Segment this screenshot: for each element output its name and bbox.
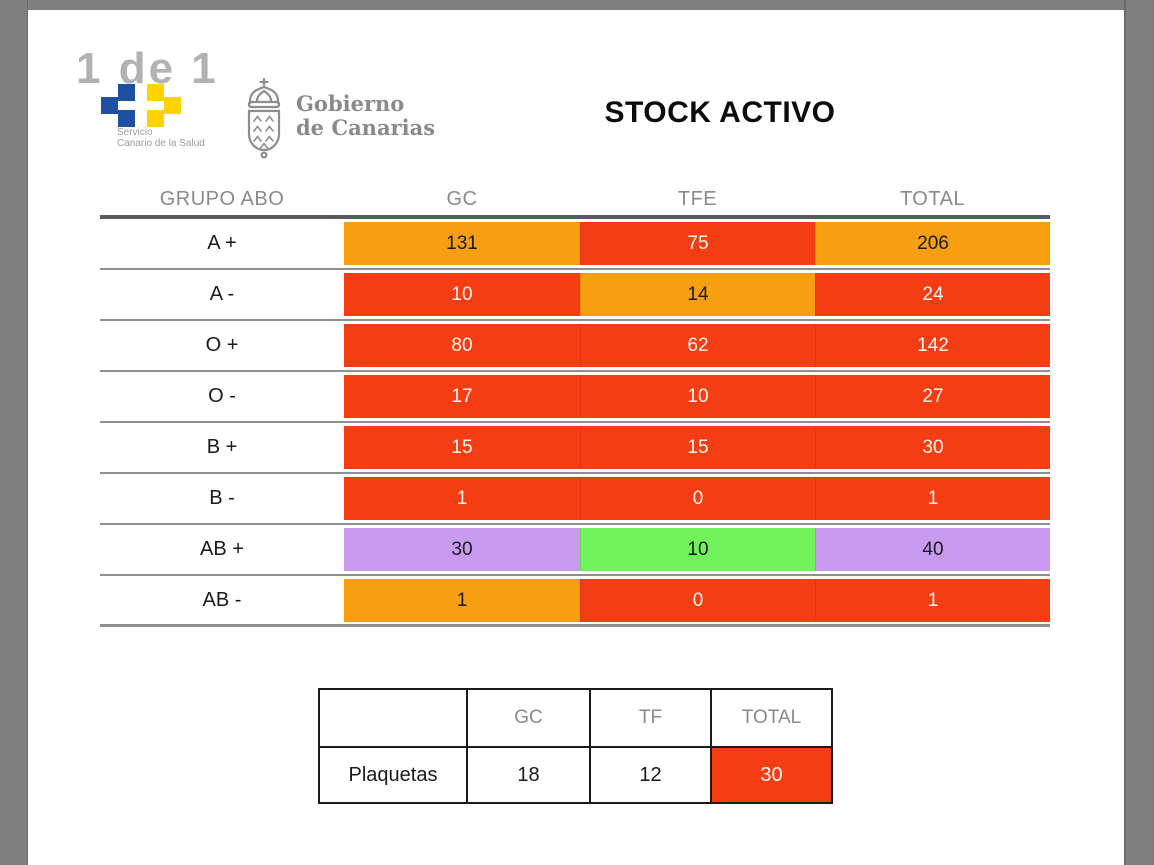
header-grupo-abo: GRUPO ABO	[159, 188, 285, 210]
cell-total: 142	[815, 324, 1050, 367]
cell-gc: 1	[344, 579, 580, 622]
row-label: A -	[209, 283, 235, 305]
cell-gc: 17	[344, 375, 580, 418]
row-label: AB -	[202, 588, 242, 611]
cell-tfe: 14	[580, 273, 815, 316]
gobierno-label-line1: Gobierno	[296, 91, 405, 116]
platelets-gc-value: 18	[466, 748, 589, 802]
platelets-header-total: TOTAL	[710, 690, 831, 746]
cell-gc: 30	[344, 528, 580, 571]
platelets-data-row: Plaquetas 18 12 30	[320, 746, 831, 802]
row-label: B -	[209, 487, 235, 509]
cell-total: 1	[815, 477, 1050, 520]
cell-gc: 15	[344, 426, 580, 469]
cell-tfe: 10	[580, 528, 815, 571]
scs-label-line1: Servicio	[117, 127, 153, 138]
platelets-header-tf: TF	[589, 690, 710, 746]
cell-gc: 80	[344, 324, 580, 367]
cell-total: 40	[815, 528, 1050, 571]
table-row-ab-pos: AB + 30 10 40	[100, 525, 1050, 576]
header-gc: GC	[446, 188, 478, 210]
logo-square-blue	[118, 84, 135, 101]
platelets-table: GC TF TOTAL Plaquetas 18 12 30	[318, 688, 833, 804]
table-row-a-neg: A - 10 14 24	[100, 270, 1050, 321]
page-indicator: 1 de 1	[76, 44, 219, 93]
stock-table: GRUPO ABO GC TFE TOTAL A + 131 75 206 A …	[100, 184, 1050, 627]
platelets-header-row: GC TF TOTAL	[320, 690, 831, 746]
viewer-frame-left	[0, 0, 28, 865]
stock-table-header: GRUPO ABO GC TFE TOTAL	[100, 184, 1050, 219]
logo-square-yellow	[147, 110, 164, 127]
table-row-ab-neg: AB - 1 0 1	[100, 576, 1050, 627]
platelets-row-label: Plaquetas	[348, 763, 438, 786]
header-total: TOTAL	[899, 188, 966, 210]
logo-square-blue	[118, 110, 135, 127]
cell-gc: 131	[344, 222, 580, 265]
cell-gc: 1	[344, 477, 580, 520]
platelets-header-gc: GC	[466, 690, 589, 746]
gobierno-canarias-crest-icon	[236, 77, 292, 164]
platelets-header-empty	[320, 690, 466, 746]
table-row-b-neg: B - 1 0 1	[100, 474, 1050, 525]
servicio-canario-salud-logo-icon	[100, 84, 182, 128]
cell-tfe: 10	[580, 375, 815, 418]
logo-square-yellow	[164, 97, 181, 114]
cell-total: 24	[815, 273, 1050, 316]
gobierno-label-line2: de Canarias	[296, 115, 436, 140]
table-row-o-pos: O + 80 62 142	[100, 321, 1050, 372]
cell-tfe: 0	[580, 579, 815, 622]
header-tfe: TFE	[677, 188, 718, 210]
row-label: AB +	[200, 538, 244, 560]
cell-gc: 10	[344, 273, 580, 316]
row-label: O -	[208, 385, 236, 407]
cell-total: 30	[815, 426, 1050, 469]
cell-tfe: 62	[580, 324, 815, 367]
platelets-total-value: 30	[710, 748, 831, 802]
cell-total: 27	[815, 375, 1050, 418]
cell-tfe: 0	[580, 477, 815, 520]
row-label: B +	[206, 436, 238, 458]
gobierno-canarias-label: Gobierno de Canarias	[296, 92, 435, 140]
cell-tfe: 15	[580, 426, 815, 469]
row-label: O +	[205, 334, 239, 356]
cell-total: 206	[815, 222, 1050, 265]
page-title: STOCK ACTIVO	[604, 96, 836, 129]
table-row-b-pos: B + 15 15 30	[100, 423, 1050, 474]
logo-square-blue	[101, 97, 118, 114]
platelets-tf-value: 12	[589, 748, 710, 802]
scs-label-line2: Canario de la Salud	[117, 138, 205, 149]
logo-square-yellow	[147, 84, 164, 101]
table-row-a-pos: A + 131 75 206	[100, 219, 1050, 270]
viewer-frame-top	[0, 0, 1154, 10]
cell-total: 1	[815, 579, 1050, 622]
cell-tfe: 75	[580, 222, 815, 265]
table-row-o-neg: O - 17 10 27	[100, 372, 1050, 423]
viewer-frame-right	[1124, 0, 1154, 865]
servicio-canario-salud-label: Servicio Canario de la Salud	[117, 127, 205, 149]
row-label: A +	[207, 232, 237, 254]
